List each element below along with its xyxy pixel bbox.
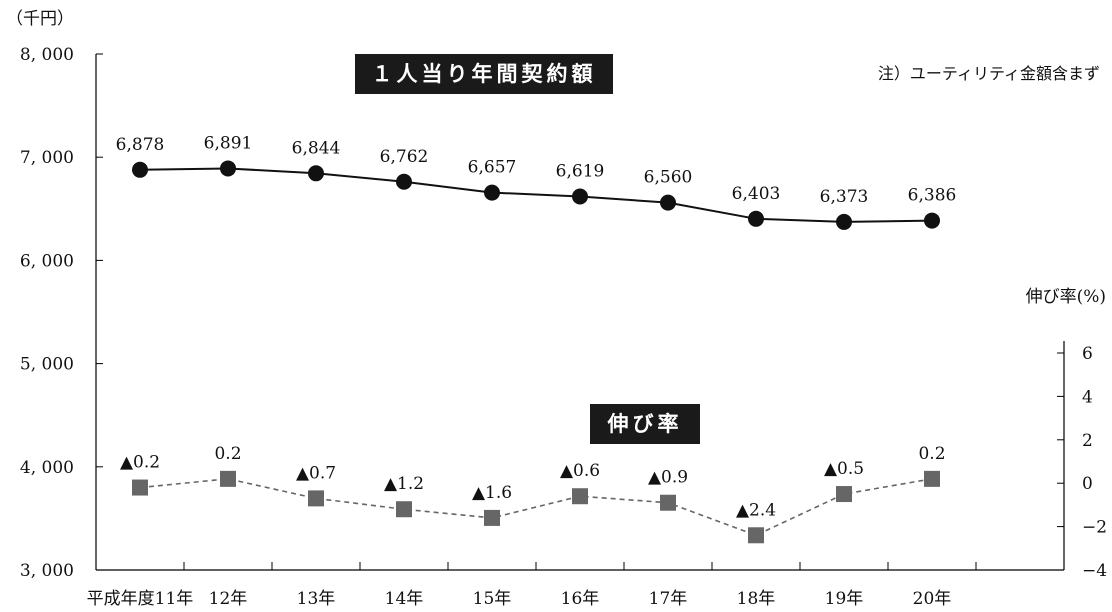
contract-point — [660, 194, 676, 211]
left-y-tick-label: 8, 000 — [20, 45, 74, 65]
left-unit-label: （千円） — [6, 9, 74, 29]
growth-data-label: ▲0.7 — [296, 463, 336, 483]
growth-title: 伸び率 — [607, 412, 683, 436]
title-box — [355, 54, 613, 94]
x-tick-label: 20年 — [913, 589, 952, 609]
x-tick-label: 19年 — [825, 589, 864, 609]
x-tick-label: 17年 — [649, 589, 688, 609]
growth-point — [132, 479, 148, 496]
contract-data-label: 6,657 — [468, 158, 517, 178]
growth-data-label: ▲0.2 — [120, 453, 160, 473]
growth-series-line — [139, 478, 933, 537]
growth-data-label: ▲1.6 — [472, 483, 512, 503]
growth-point — [396, 501, 412, 518]
contract-point — [924, 212, 940, 229]
contract-data-label: 6,386 — [908, 186, 957, 206]
growth-data-label: ▲0.5 — [824, 459, 864, 479]
x-tick-label: 13年 — [297, 589, 336, 609]
contract-data-label: 6,891 — [204, 133, 253, 153]
chart-note: 注）ユーティリティ金額含まず — [878, 64, 1100, 83]
growth-data-label: ▲1.2 — [384, 474, 424, 494]
growth-point — [748, 527, 764, 544]
contract-data-label: 6,619 — [556, 162, 605, 182]
contract-data-label: 6,762 — [380, 147, 429, 167]
growth-series: ▲0.2 0.2 ▲0.7 ▲1.2 ▲1.6 ▲0.6 ▲0.9 ▲2.4 ▲0.5 0.2 — [120, 444, 946, 544]
right-axis-label: 伸び率(%) — [1026, 287, 1106, 307]
right-y-tick-label: −4 — [1082, 561, 1107, 581]
contract-point — [836, 213, 852, 230]
chart-title: １人当り年間契約額 — [372, 62, 597, 86]
contract-data-label: 6,403 — [732, 184, 781, 204]
contract-point — [132, 161, 148, 178]
right-y-tick-label: 2 — [1082, 431, 1093, 451]
x-tick-label: 12年 — [209, 589, 248, 609]
growth-point — [924, 470, 940, 487]
right-y-tick-label: 4 — [1082, 387, 1093, 407]
left-y-tick-label: 4, 000 — [20, 458, 74, 478]
x-tick-label: 平成年度11年 — [87, 589, 194, 609]
contract-point — [572, 188, 588, 205]
contract-point — [308, 165, 324, 182]
x-tick-label: 18年 — [737, 589, 776, 609]
growth-data-label: ▲2.4 — [736, 500, 776, 520]
growth-data-label: ▲0.9 — [648, 468, 688, 488]
growth-point — [484, 509, 500, 526]
left-y-tick-label: 5, 000 — [20, 355, 74, 375]
growth-title-box — [590, 404, 700, 444]
x-tick-label: 15年 — [473, 589, 512, 609]
right-y-tick-label: 0 — [1082, 474, 1093, 494]
growth-point — [660, 494, 676, 511]
contract-point — [396, 173, 412, 190]
right-y-tick-label: 6 — [1082, 344, 1093, 364]
growth-point — [836, 486, 852, 503]
contract-point — [220, 160, 236, 177]
x-tick-label: 16年 — [561, 589, 600, 609]
growth-data-label: 0.2 — [918, 444, 945, 464]
growth-data-label: 0.2 — [214, 444, 241, 464]
contract-series: 6,878 6,891 6,844 6,762 6,657 6,619 6,560 6,403… — [116, 133, 957, 230]
contract-series-line — [139, 167, 933, 223]
contract-data-label: 6,878 — [116, 135, 165, 155]
growth-data-label: ▲0.6 — [560, 461, 600, 481]
contract-point — [748, 210, 764, 227]
right-y-tick-label: −2 — [1082, 518, 1107, 538]
left-y-tick-label: 3, 000 — [20, 561, 74, 581]
left-y-tick-label: 6, 000 — [20, 251, 74, 271]
contract-data-label: 6,560 — [644, 168, 693, 188]
contract-point — [484, 184, 500, 201]
left-y-tick-label: 7, 000 — [20, 148, 74, 168]
growth-point — [572, 488, 588, 505]
growth-point — [308, 490, 324, 507]
contract-data-label: 6,373 — [820, 187, 869, 207]
x-tick-label: 14年 — [385, 589, 424, 609]
growth-point — [220, 470, 236, 487]
axes: 平成年度11年 12年 13年 14年 15年 16年 17年 18年 19年 20年 3, 000… — [6, 9, 1107, 609]
contract-data-label: 6,844 — [292, 138, 341, 158]
